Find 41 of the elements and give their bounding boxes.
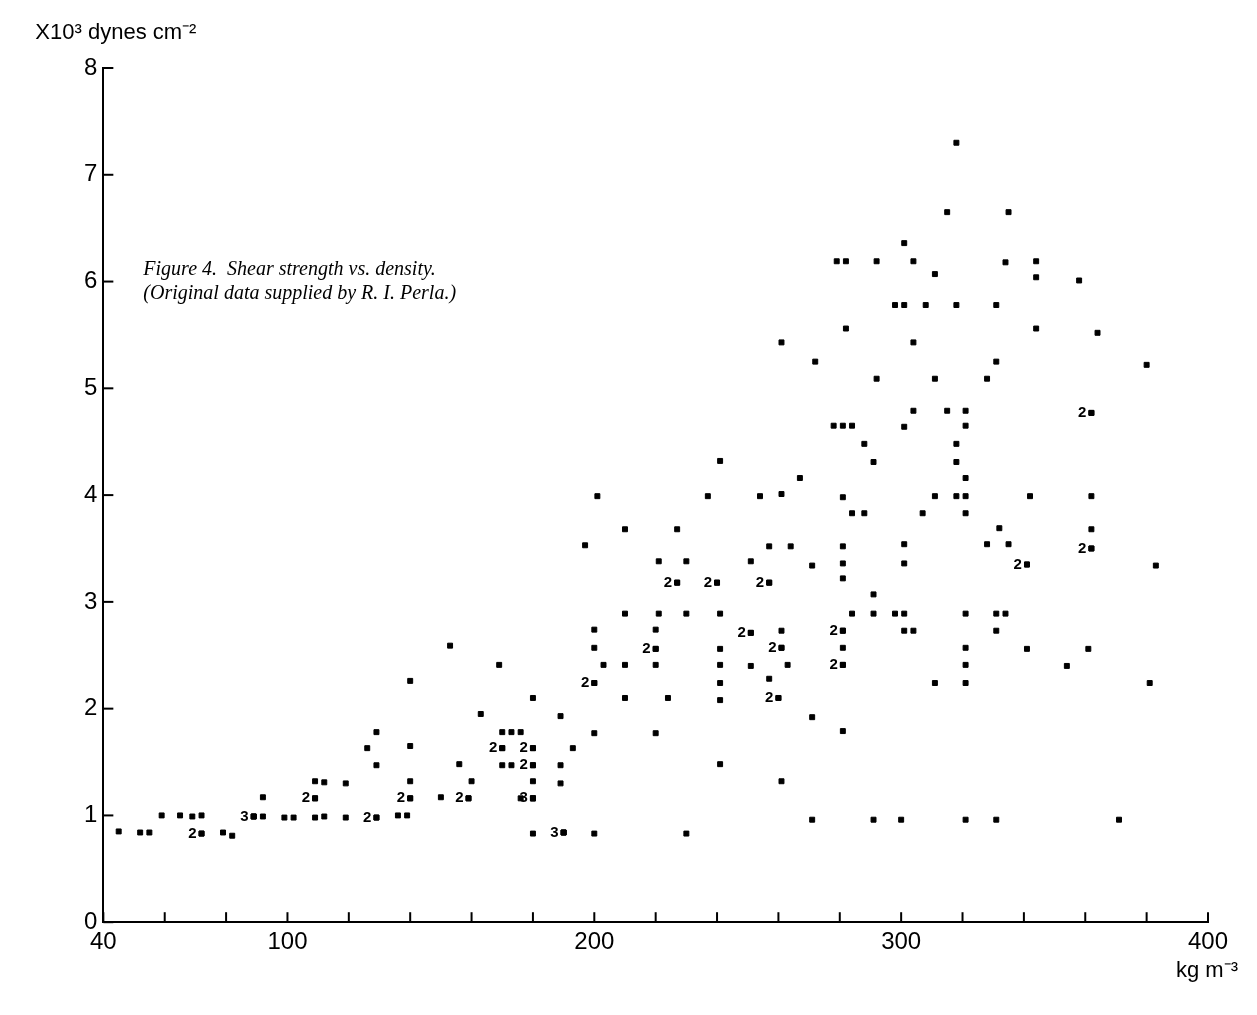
- y-tick-label: 6: [83, 266, 98, 294]
- x-tick-label: 200: [574, 927, 615, 955]
- y-tick-label: 4: [83, 479, 98, 507]
- annotation: Figure 4. Shear strength vs. density.: [142, 257, 436, 281]
- annotation: 2: [829, 620, 838, 638]
- y-tick-label: 5: [83, 372, 98, 400]
- annotation: 2: [580, 673, 590, 691]
- annotation: 2: [765, 688, 774, 706]
- y-tick-label: 8: [83, 52, 98, 80]
- y-tick-label: 1: [83, 800, 98, 828]
- x-tick-label: 300: [881, 927, 922, 955]
- y-axis-title: X10³ dynes cm⁻²: [35, 19, 197, 45]
- annotation: 2: [396, 788, 406, 806]
- annotation: 2: [363, 807, 372, 825]
- y-tick-label: 0: [83, 906, 98, 934]
- annotation: 2: [488, 738, 498, 756]
- annotation: 3: [240, 806, 249, 824]
- annotation: 2: [755, 572, 765, 590]
- annotation: 2: [519, 755, 528, 773]
- annotation: 2: [663, 572, 673, 590]
- annotation: 2: [519, 738, 528, 756]
- annotation: (Original data supplied by R. I. Perla.): [143, 281, 457, 305]
- annotation: 2: [188, 823, 197, 841]
- annotation: 2: [1078, 538, 1087, 556]
- y-tick-label: 2: [83, 693, 98, 721]
- annotation: 2: [737, 622, 746, 640]
- annotation: 3: [550, 822, 559, 840]
- annotation: 2: [642, 639, 651, 656]
- annotation: 2: [301, 788, 311, 806]
- annotation: 2: [1078, 403, 1087, 421]
- annotation: 2: [768, 637, 777, 655]
- annotation: 2: [703, 572, 713, 590]
- annotation: 2: [829, 655, 838, 673]
- annotation: 2: [455, 788, 464, 806]
- x-tick-label: 400: [1187, 927, 1229, 955]
- y-tick-label: 7: [83, 159, 98, 187]
- annotation: 2: [1013, 554, 1022, 572]
- annotation: 3: [519, 788, 528, 806]
- x-tick-label: 100: [267, 927, 308, 955]
- y-tick-label: 3: [83, 586, 98, 614]
- x-axis-title: kg m⁻³: [1176, 957, 1238, 983]
